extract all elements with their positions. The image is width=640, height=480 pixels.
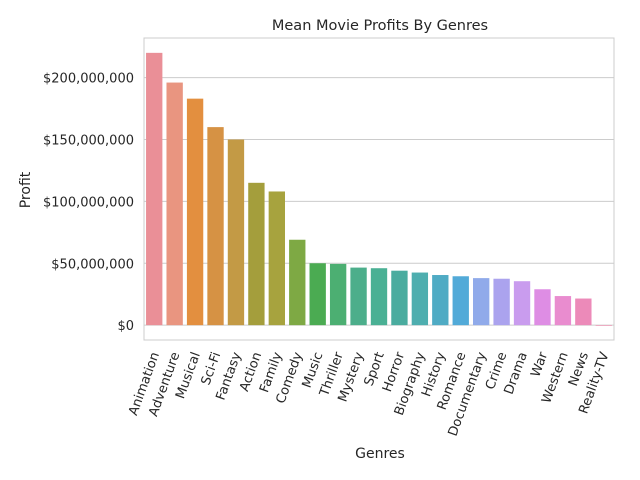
bar-horror bbox=[391, 270, 408, 326]
bar-sci-fi bbox=[207, 127, 224, 326]
bar-news bbox=[575, 298, 592, 326]
bar-action bbox=[248, 182, 265, 326]
bar-music bbox=[309, 263, 326, 326]
bars bbox=[146, 52, 612, 326]
chart-title: Mean Movie Profits By Genres bbox=[272, 18, 488, 34]
bar-documentary bbox=[473, 278, 490, 326]
bar-western bbox=[554, 296, 572, 326]
bar-comedy bbox=[289, 239, 306, 326]
bar-war bbox=[534, 289, 551, 326]
x-tick-labels: AnimationAdventureMusicalSci-FiFantasyAc… bbox=[126, 350, 612, 439]
bar-romance bbox=[452, 276, 469, 326]
y-tick-label: $50,000,000 bbox=[51, 257, 134, 272]
bar-mystery bbox=[350, 267, 367, 326]
bar-history bbox=[432, 275, 449, 326]
bar-drama bbox=[513, 281, 531, 326]
bar-reality-tv bbox=[595, 325, 612, 326]
bar-thriller bbox=[329, 263, 347, 326]
plot-frame bbox=[143, 37, 615, 341]
bar-sport bbox=[370, 268, 388, 326]
bar-biography bbox=[411, 272, 429, 326]
bar-family bbox=[268, 191, 285, 326]
bar-crime bbox=[493, 278, 510, 326]
y-tick-label: $200,000,000 bbox=[43, 72, 134, 87]
y-tick-label: $150,000,000 bbox=[43, 133, 134, 148]
bar-animation bbox=[146, 52, 163, 326]
y-tick-labels: $0 $50,000,000 $100,000,000 $150,000,000 $20… bbox=[43, 72, 134, 335]
y-axis-title: Profit bbox=[18, 171, 34, 208]
bar-musical bbox=[186, 98, 204, 326]
y-tick-label: $100,000,000 bbox=[43, 195, 134, 210]
y-tick-label: $0 bbox=[117, 319, 134, 334]
bar-fantasy bbox=[227, 139, 245, 326]
x-axis-title: Genres bbox=[355, 446, 405, 462]
bar-adventure bbox=[166, 82, 183, 326]
